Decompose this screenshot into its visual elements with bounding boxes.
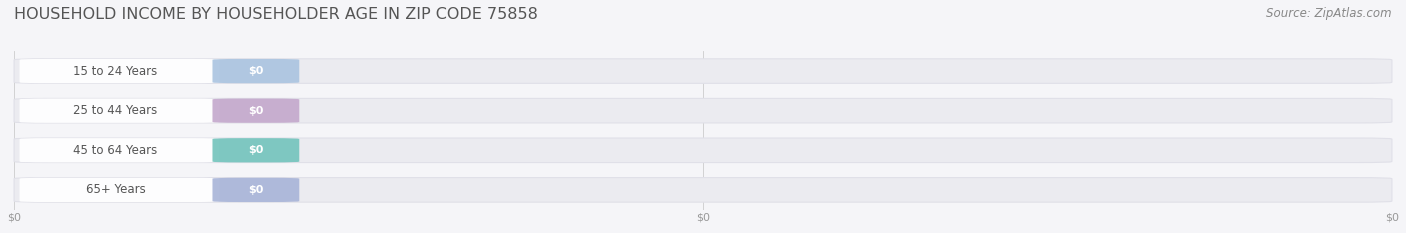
- FancyBboxPatch shape: [20, 138, 219, 162]
- FancyBboxPatch shape: [20, 99, 219, 123]
- FancyBboxPatch shape: [14, 178, 1392, 202]
- FancyBboxPatch shape: [14, 59, 1392, 83]
- FancyBboxPatch shape: [20, 178, 219, 202]
- Text: $0: $0: [249, 145, 263, 155]
- Text: $0: $0: [249, 185, 263, 195]
- FancyBboxPatch shape: [212, 99, 299, 123]
- Text: HOUSEHOLD INCOME BY HOUSEHOLDER AGE IN ZIP CODE 75858: HOUSEHOLD INCOME BY HOUSEHOLDER AGE IN Z…: [14, 7, 538, 22]
- FancyBboxPatch shape: [212, 59, 299, 83]
- Text: 45 to 64 Years: 45 to 64 Years: [73, 144, 157, 157]
- FancyBboxPatch shape: [20, 59, 219, 83]
- Text: Source: ZipAtlas.com: Source: ZipAtlas.com: [1267, 7, 1392, 20]
- FancyBboxPatch shape: [14, 98, 1392, 123]
- FancyBboxPatch shape: [212, 178, 299, 202]
- Text: 65+ Years: 65+ Years: [86, 183, 145, 196]
- Text: 15 to 24 Years: 15 to 24 Years: [73, 65, 157, 78]
- Text: $0: $0: [249, 106, 263, 116]
- FancyBboxPatch shape: [14, 138, 1392, 163]
- FancyBboxPatch shape: [212, 138, 299, 162]
- Text: $0: $0: [249, 66, 263, 76]
- Text: 25 to 44 Years: 25 to 44 Years: [73, 104, 157, 117]
